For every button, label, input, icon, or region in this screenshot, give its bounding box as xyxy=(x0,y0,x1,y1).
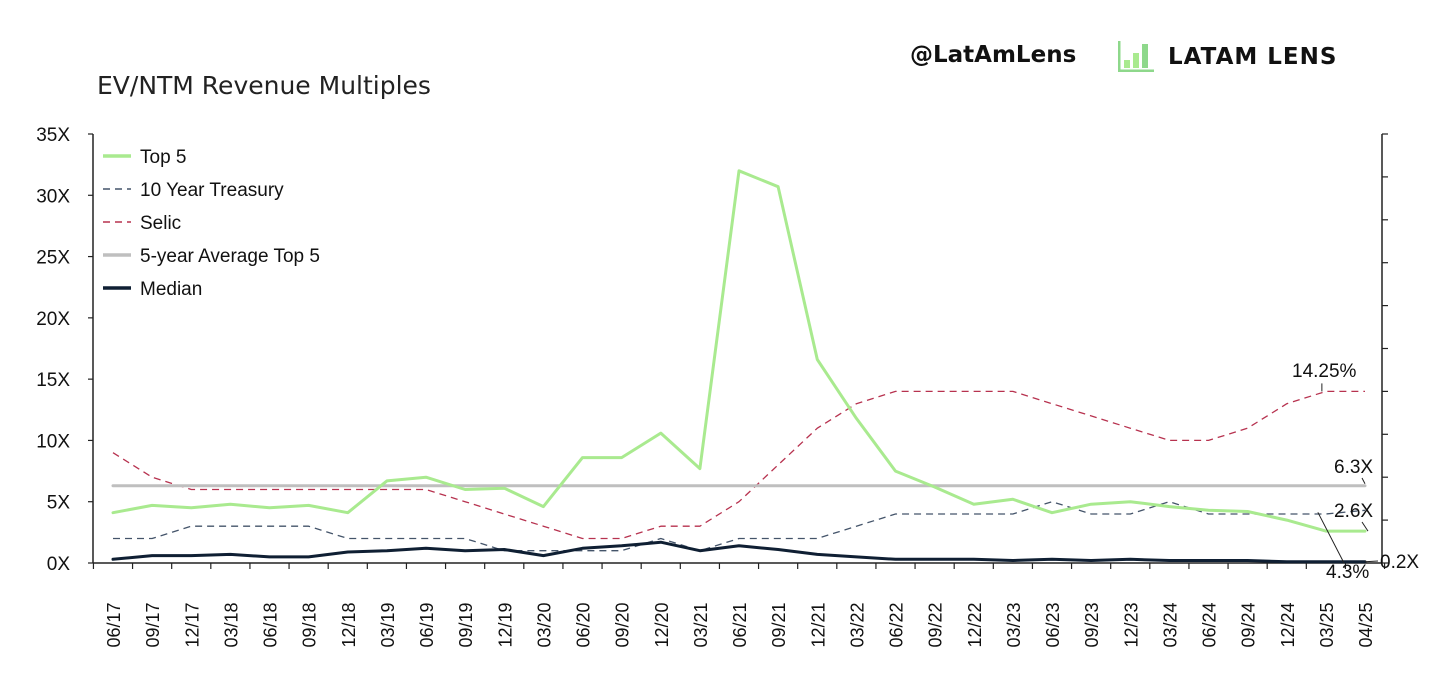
author-handle: @LatAmLens xyxy=(910,42,1077,68)
series-line-selic xyxy=(112,390,1365,540)
x-tick-label: 09/24 xyxy=(1239,602,1259,647)
y-tick-label: 15X xyxy=(36,370,70,391)
annotation-selic-label: 14.25% xyxy=(1292,361,1357,382)
x-tick-label: 12/17 xyxy=(182,602,202,647)
x-tick-label: 09/19 xyxy=(456,602,476,647)
series-line-10-year-treasury xyxy=(113,501,1366,552)
annotation-leader xyxy=(1361,477,1366,485)
y-tick-label: 35X xyxy=(36,125,70,146)
x-tick-label: 03/22 xyxy=(847,602,867,647)
x-tick-label: 09/21 xyxy=(769,602,789,647)
y-tick-label: 20X xyxy=(36,309,70,330)
legend-label: 5-year Average Top 5 xyxy=(140,246,320,267)
x-tick-label: 03/24 xyxy=(1160,602,1180,647)
y-tick-label: 25X xyxy=(36,248,70,269)
x-tick-label: 06/18 xyxy=(261,602,281,647)
x-tick-label: 03/23 xyxy=(1004,602,1024,647)
x-tick-label: 06/17 xyxy=(104,602,124,647)
chart-title: EV/NTM Revenue Multiples xyxy=(97,71,431,100)
x-tick-label: 09/22 xyxy=(926,602,946,647)
y-tick-label: 0X xyxy=(47,554,71,575)
x-tick-label: 12/20 xyxy=(652,602,672,647)
y-tick-label: 30X xyxy=(36,186,70,207)
x-tick-label: 04/25 xyxy=(1356,602,1376,647)
y-tick-label: 10X xyxy=(36,431,70,452)
brand-logo: LATAM LENS xyxy=(1116,40,1337,74)
annotation-average-label: 6.3X xyxy=(1334,457,1373,478)
x-tick-label: 06/22 xyxy=(887,602,907,647)
y-tick-label: 5X xyxy=(47,493,71,514)
legend-label: 10 Year Treasury xyxy=(140,180,284,201)
x-tick-label: 12/22 xyxy=(965,602,985,647)
x-tick-label: 09/23 xyxy=(1082,602,1102,647)
x-tick-label: 03/25 xyxy=(1317,602,1337,647)
annotation-median-label: 0.2X xyxy=(1380,552,1419,573)
x-tick-label: 03/18 xyxy=(221,602,241,647)
series-line-median xyxy=(111,540,1367,564)
x-tick-label: 06/20 xyxy=(574,602,594,647)
x-tick-label: 06/21 xyxy=(730,602,750,647)
annotation-leader xyxy=(1364,560,1379,563)
x-tick-label: 12/24 xyxy=(1278,602,1298,647)
x-tick-label: 09/17 xyxy=(143,602,163,647)
x-tick-label: 12/18 xyxy=(339,602,359,647)
legend-label: Top 5 xyxy=(140,147,186,168)
x-tick-label: 12/19 xyxy=(495,602,515,647)
legend-label: Median xyxy=(140,279,202,300)
annotation-leader xyxy=(1317,512,1345,564)
series-line-top-5 xyxy=(111,169,1367,533)
annotation-leader xyxy=(1361,521,1369,532)
brand-name: LATAM LENS xyxy=(1168,44,1338,70)
bar-chart-icon xyxy=(1118,41,1154,72)
legend-label: Selic xyxy=(140,213,181,234)
x-tick-label: 12/21 xyxy=(808,602,828,647)
x-tick-label: 12/23 xyxy=(1121,602,1141,647)
annotation-treasury-label: 4.3% xyxy=(1326,562,1369,583)
x-tick-label: 06/19 xyxy=(417,602,437,647)
x-tick-label: 09/18 xyxy=(300,602,320,647)
x-tick-label: 03/21 xyxy=(691,602,711,647)
x-tick-label: 03/20 xyxy=(534,602,554,647)
x-tick-label: 09/20 xyxy=(613,602,633,647)
x-tick-label: 06/24 xyxy=(1200,602,1220,647)
x-tick-label: 03/19 xyxy=(378,602,398,647)
x-tick-label: 06/23 xyxy=(1043,602,1063,647)
annotation-top5-label: 2.6X xyxy=(1334,501,1373,522)
